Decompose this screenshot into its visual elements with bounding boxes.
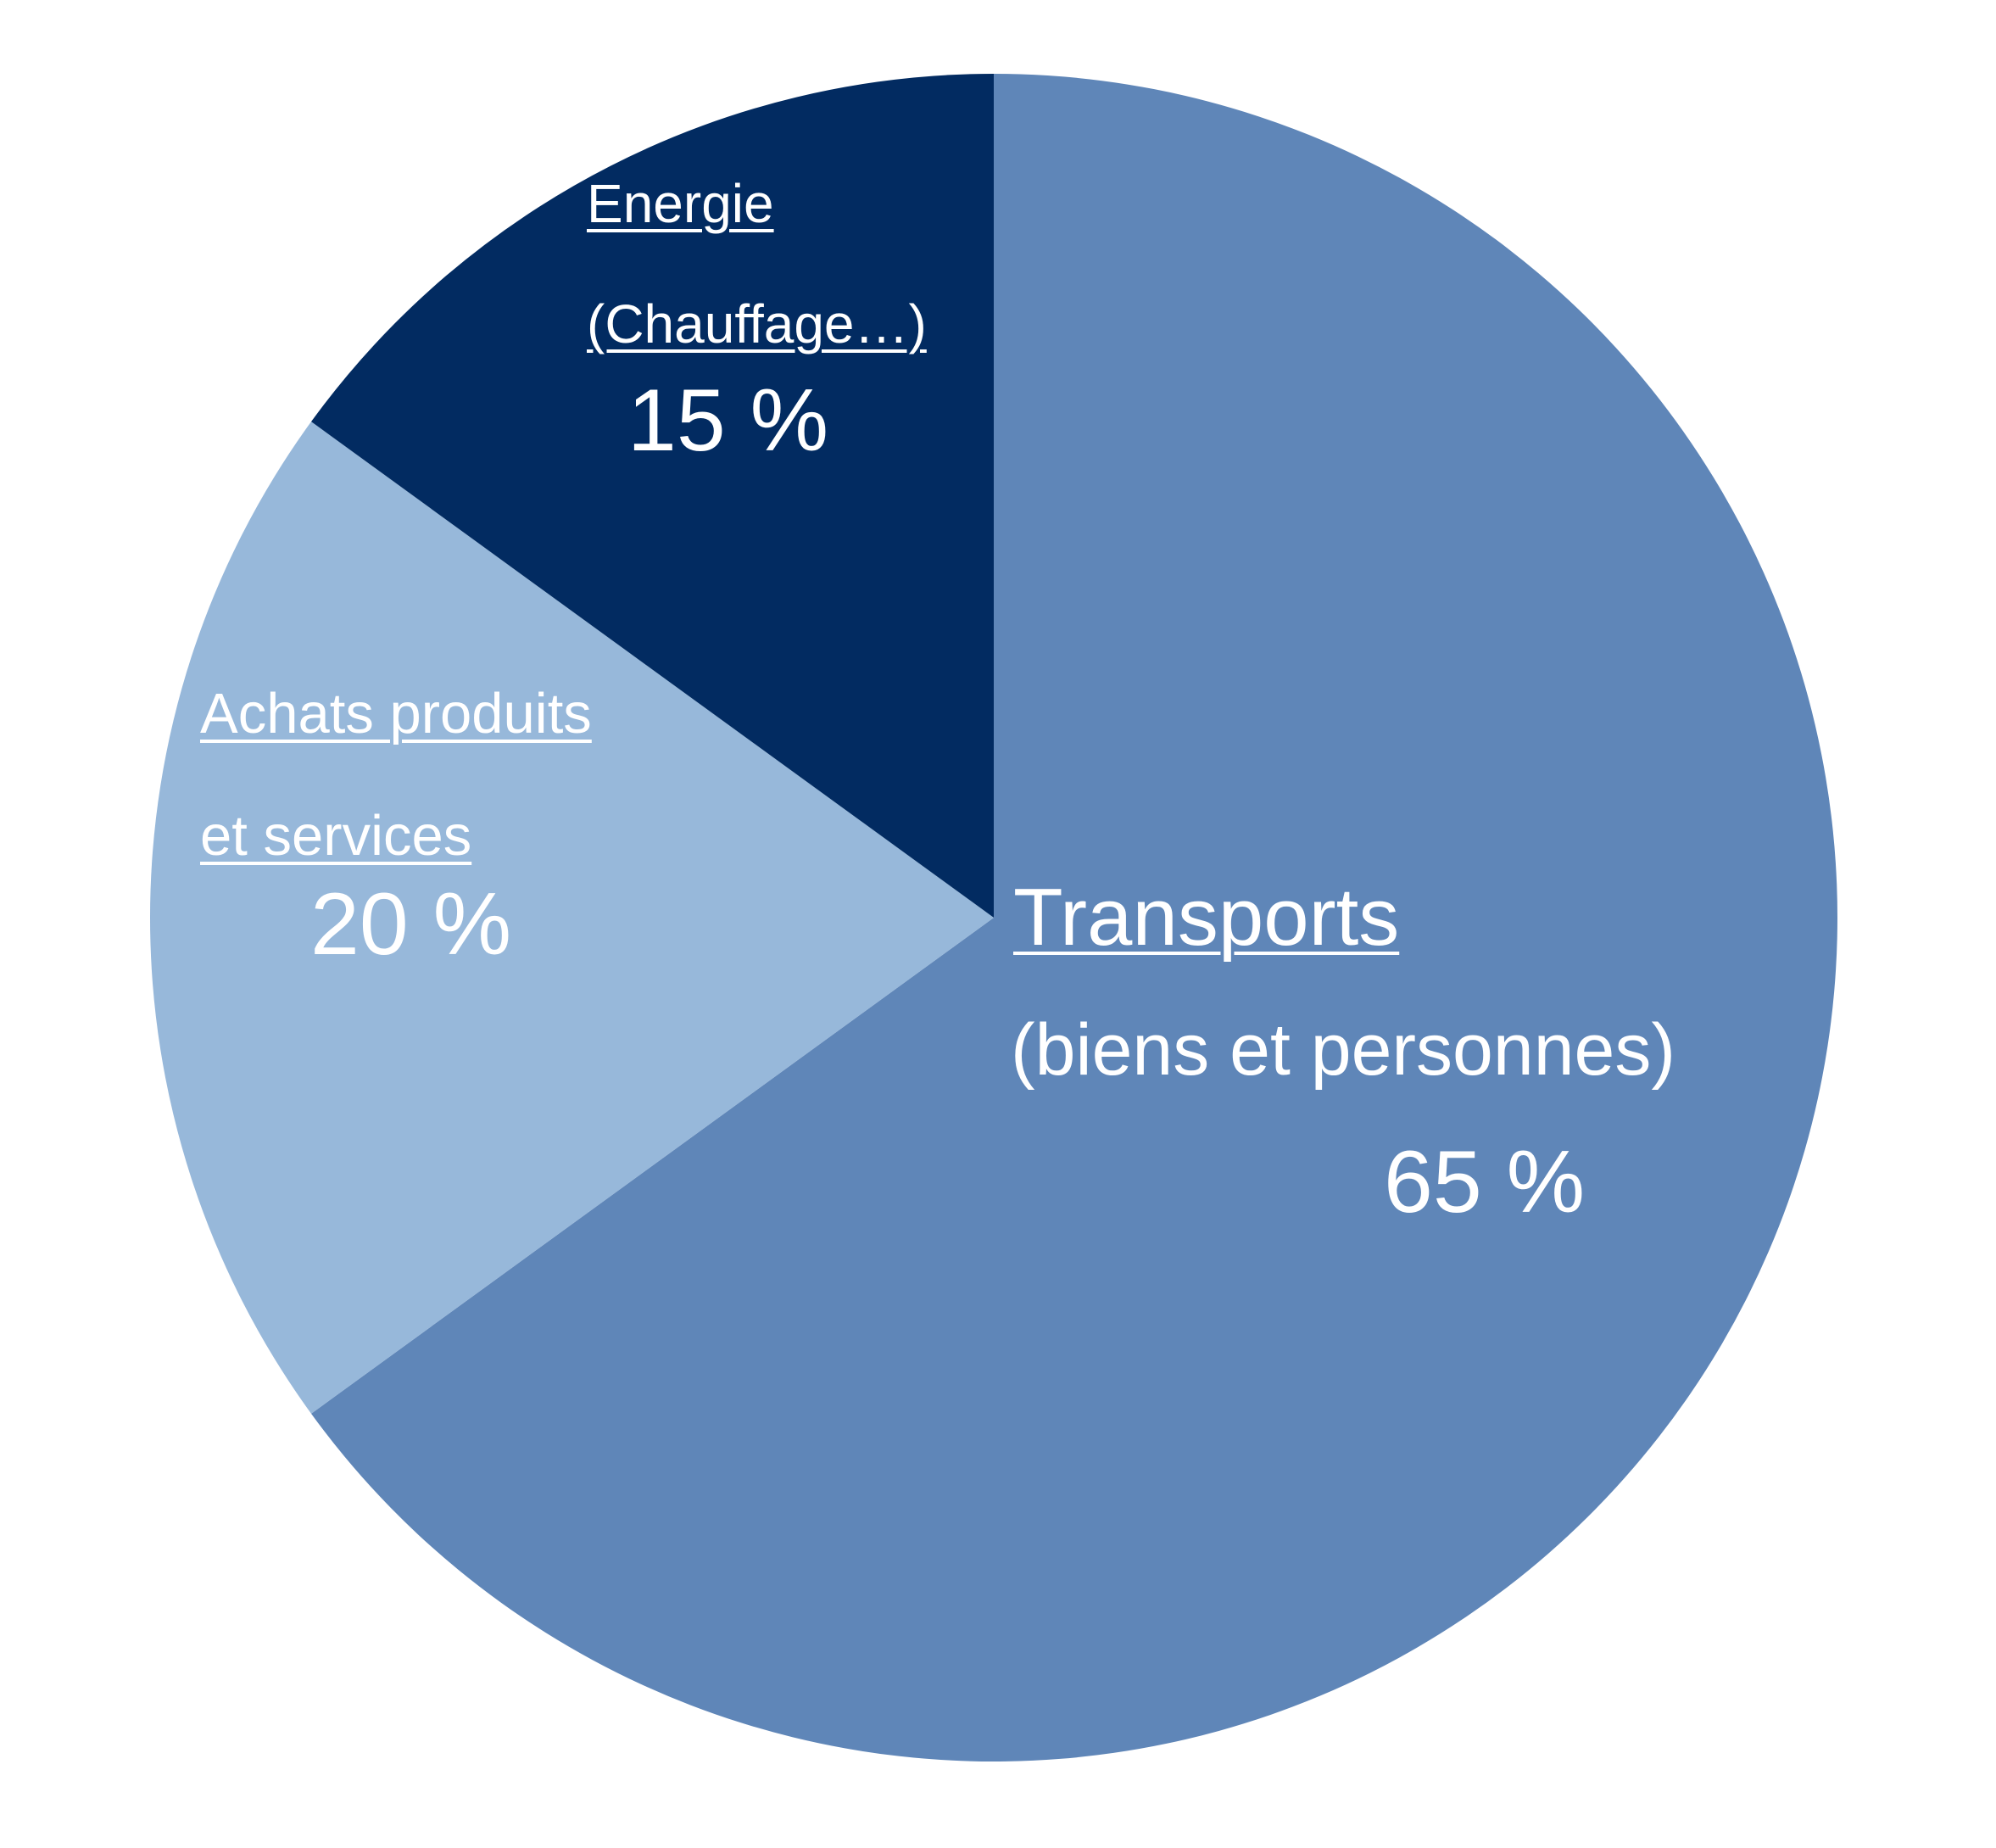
pie-slice-transports <box>311 74 1837 1761</box>
slice-value-transports: 65 % <box>1384 1133 1586 1231</box>
slice-label-achats-line2: et services <box>200 804 472 868</box>
slice-label-transports-line1: Transports <box>1013 872 1400 963</box>
slice-value-achats: 20 % <box>310 875 512 974</box>
slice-value-energie: 15 % <box>627 371 829 470</box>
pie-slice-achats <box>149 422 994 1414</box>
slice-label-energie-line1: Energie <box>587 173 774 234</box>
pie-slice-energie <box>311 73 994 918</box>
slice-label-achats-line1: Achats produits <box>200 682 592 745</box>
slice-label-energie-line2: (Chauffage…) <box>587 293 927 355</box>
slice-label-transports-line2: (biens et personnes) <box>1011 1009 1675 1091</box>
